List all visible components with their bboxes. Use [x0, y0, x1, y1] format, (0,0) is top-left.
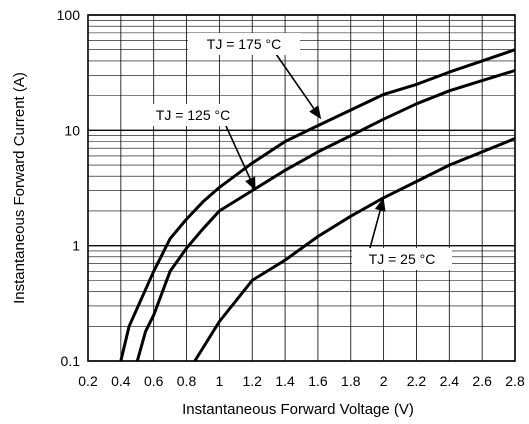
y-tick-label: 1 [72, 238, 80, 254]
curves [119, 48, 516, 362]
x-tick-label: 2.6 [472, 373, 492, 389]
x-tick-label: 0.8 [177, 373, 197, 389]
annotations: TJ = 175 °C TJ = 125 °C TJ = 25 °C [138, 33, 452, 270]
x-tick-label: 0.6 [144, 373, 164, 389]
annotation-label: TJ = 175 °C [207, 36, 281, 52]
x-axis-label: Instantaneous Forward Voltage (V) [182, 401, 414, 418]
x-tick-label: 2.8 [505, 373, 525, 389]
series-line [193, 137, 516, 362]
x-tick-label: 1.4 [275, 373, 295, 389]
y-axis-label: Instantaneous Forward Current (A) [11, 72, 28, 304]
x-tick-labels: 0.2 0.4 0.6 0.8 1 1.2 1.4 1.6 1.8 2 2.2 2.4 2.6 2.8 [78, 373, 525, 389]
annotation-label-box [352, 248, 452, 270]
annotation-arrowhead [309, 105, 322, 120]
x-tick-label: 2 [380, 373, 388, 389]
annotation-arrow [225, 125, 251, 180]
annotation-label: TJ = 25 °C [369, 251, 436, 267]
x-tick-label: 1.2 [242, 373, 262, 389]
x-tick-label: 1.8 [341, 373, 361, 389]
x-tick-label: 1 [215, 373, 223, 389]
y-tick-label: 100 [57, 7, 81, 23]
x-tick-label: 1.6 [308, 373, 328, 389]
annotation-arrow [369, 210, 381, 249]
series-line [119, 48, 516, 362]
plot-frame [87, 14, 516, 362]
annotation-arrowhead [245, 176, 256, 191]
annotation-label-box [188, 33, 300, 55]
series-line [135, 69, 516, 362]
y-tick-label: 0.1 [61, 353, 81, 369]
annotation-arrow [275, 53, 315, 109]
x-tick-label: 0.4 [111, 373, 131, 389]
y-tick-label: 10 [64, 122, 80, 138]
x-tick-label: 2.4 [440, 373, 460, 389]
annotation-arrowhead [374, 197, 386, 212]
x-tick-label: 0.2 [78, 373, 98, 389]
x-tick-label: 2.2 [407, 373, 427, 389]
grid [87, 14, 516, 362]
annotation-label-box [138, 104, 248, 126]
annotation-label: TJ = 125 °C [156, 107, 230, 123]
y-tick-labels: 0.1 1 10 100 [57, 7, 81, 369]
